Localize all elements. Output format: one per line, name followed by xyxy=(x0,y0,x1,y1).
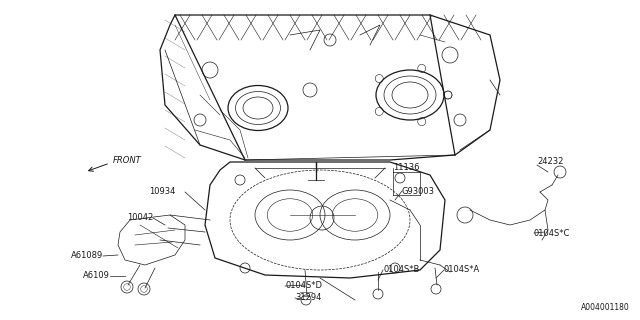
Text: 0104S*C: 0104S*C xyxy=(534,228,570,237)
Text: 10934: 10934 xyxy=(148,188,175,196)
Text: 24232: 24232 xyxy=(537,157,563,166)
Text: 31294: 31294 xyxy=(295,293,321,302)
Text: A6109: A6109 xyxy=(83,271,110,281)
Text: A004001180: A004001180 xyxy=(581,303,630,312)
Text: 0104S*D: 0104S*D xyxy=(285,282,322,291)
Text: G93003: G93003 xyxy=(402,187,435,196)
Text: 10042: 10042 xyxy=(127,213,153,222)
Text: A61089: A61089 xyxy=(71,252,103,260)
Text: 11136: 11136 xyxy=(393,164,419,172)
Text: 0104S*B: 0104S*B xyxy=(383,266,419,275)
Text: 0104S*A: 0104S*A xyxy=(444,266,480,275)
Text: FRONT: FRONT xyxy=(113,156,141,165)
